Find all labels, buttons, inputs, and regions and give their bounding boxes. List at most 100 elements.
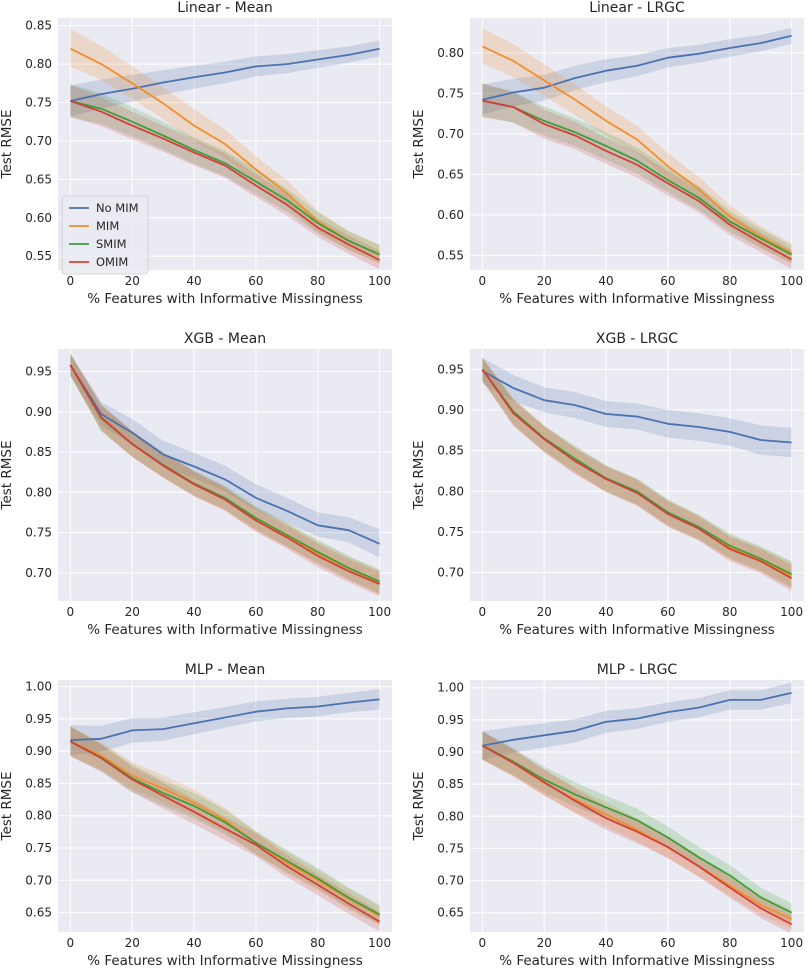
x-tick-label: 80 bbox=[722, 274, 737, 288]
x-tick-label: 40 bbox=[186, 274, 201, 288]
x-tick-label: 20 bbox=[125, 274, 140, 288]
y-tick-label: 0.80 bbox=[437, 46, 464, 60]
series-line bbox=[70, 698, 380, 741]
x-tick-label: 0 bbox=[67, 274, 75, 288]
legend-label: OMIM bbox=[96, 255, 128, 269]
series-line bbox=[70, 47, 380, 102]
chart-panel: 0 20 40 60 80 100 0.70 0.75 0.80 0.85 0.90 0.95 XGB … bbox=[411, 331, 804, 638]
y-tick-label: 0.60 bbox=[437, 208, 464, 222]
x-axis-label: % Features with Informative Missingness bbox=[87, 953, 363, 969]
y-tick-label: 0.75 bbox=[25, 841, 52, 855]
y-tick-label: 0.80 bbox=[25, 57, 52, 71]
legend-box bbox=[61, 195, 149, 275]
legend: No MIM MIM SMIM OMIM bbox=[61, 195, 149, 275]
y-tick-label: 0.65 bbox=[437, 167, 464, 181]
y-tick-label: 1.00 bbox=[25, 679, 52, 693]
x-tick-label: 40 bbox=[598, 605, 613, 619]
x-tick-label: 60 bbox=[660, 936, 675, 950]
y-tick-label: 0.70 bbox=[25, 134, 52, 148]
series-line bbox=[69, 364, 380, 585]
x-tick-label: 100 bbox=[780, 936, 803, 950]
x-axis-label: % Features with Informative Missingness bbox=[87, 291, 363, 307]
y-axis-label: Test RMSE bbox=[411, 440, 427, 510]
confidence-band bbox=[70, 353, 380, 558]
chart-panel: 0 20 40 60 80 100 0.65 0.70 0.75 0.80 0.85 0.90 0.95… bbox=[411, 662, 804, 969]
x-tick-label: 40 bbox=[186, 605, 201, 619]
confidence-band bbox=[482, 357, 792, 458]
plot-area bbox=[481, 357, 793, 592]
plot-background bbox=[58, 349, 392, 601]
y-tick-label: 0.80 bbox=[437, 484, 464, 498]
x-tick-label: 20 bbox=[537, 936, 552, 950]
chart-title: XGB - Mean bbox=[184, 331, 266, 347]
x-tick-label: 0 bbox=[479, 274, 487, 288]
confidence-band bbox=[482, 357, 792, 589]
x-tick-label: 0 bbox=[479, 605, 487, 619]
x-tick-label: 60 bbox=[660, 605, 675, 619]
chart-panel: 0 20 40 60 80 100 0.65 0.70 0.75 0.80 0.85 0.90 0.95… bbox=[0, 662, 392, 969]
y-tick-label: 0.70 bbox=[25, 566, 52, 580]
y-tick-label: 0.70 bbox=[25, 873, 52, 887]
series-line bbox=[482, 99, 793, 256]
x-tick-label: 20 bbox=[125, 605, 140, 619]
y-tick-label: 0.55 bbox=[437, 248, 464, 262]
y-tick-label: 0.70 bbox=[437, 874, 464, 888]
y-tick-label: 0.75 bbox=[437, 841, 464, 855]
y-tick-label: 0.85 bbox=[437, 444, 464, 458]
series-line bbox=[482, 692, 792, 747]
x-tick-label: 0 bbox=[479, 936, 487, 950]
x-tick-label: 60 bbox=[248, 605, 263, 619]
y-tick-label: 0.75 bbox=[25, 96, 52, 110]
x-tick-label: 40 bbox=[598, 936, 613, 950]
chart-title: MLP - LRGC bbox=[597, 662, 678, 678]
x-axis-label: % Features with Informative Missingness bbox=[499, 622, 775, 638]
series-line bbox=[70, 100, 380, 256]
y-tick-label: 0.60 bbox=[25, 211, 52, 225]
x-tick-label: 0 bbox=[67, 936, 75, 950]
x-axis-label: % Features with Informative Missingness bbox=[499, 953, 775, 969]
x-tick-label: 80 bbox=[722, 936, 737, 950]
x-tick-label: 20 bbox=[125, 936, 140, 950]
series-line bbox=[70, 740, 381, 917]
y-tick-label: 0.90 bbox=[25, 405, 52, 419]
y-axis-label: Test RMSE bbox=[411, 109, 427, 179]
x-tick-label: 100 bbox=[780, 274, 803, 288]
y-tick-label: 0.85 bbox=[25, 776, 52, 790]
x-tick-label: 20 bbox=[537, 605, 552, 619]
y-axis-label: Test RMSE bbox=[411, 771, 427, 841]
series-line bbox=[481, 744, 793, 914]
legend-label: SMIM bbox=[96, 237, 127, 251]
chart-title: XGB - LRGC bbox=[596, 331, 678, 347]
chart-title: MLP - Mean bbox=[185, 662, 265, 678]
y-tick-label: 0.95 bbox=[437, 713, 464, 727]
series-line bbox=[69, 740, 381, 916]
chart-panel: 0 20 40 60 80 100 0.55 0.60 0.65 0.70 0.75 0.80 0.85… bbox=[0, 0, 392, 307]
y-axis-label: Test RMSE bbox=[0, 109, 15, 179]
y-tick-label: 0.80 bbox=[25, 809, 52, 823]
confidence-band bbox=[70, 353, 380, 595]
plot-background bbox=[470, 680, 804, 932]
x-tick-label: 100 bbox=[368, 605, 391, 619]
x-tick-label: 60 bbox=[248, 274, 263, 288]
y-tick-label: 0.65 bbox=[25, 906, 52, 920]
x-tick-label: 80 bbox=[310, 605, 325, 619]
y-tick-label: 0.95 bbox=[25, 712, 52, 726]
confidence-band bbox=[70, 353, 380, 594]
y-tick-label: 0.75 bbox=[437, 525, 464, 539]
confidence-band bbox=[482, 357, 792, 592]
y-tick-label: 0.90 bbox=[437, 745, 464, 759]
x-tick-label: 100 bbox=[368, 936, 391, 950]
y-tick-label: 0.70 bbox=[437, 566, 464, 580]
chart-panel: 0 20 40 60 80 100 0.70 0.75 0.80 0.85 0.90 0.95 XGB … bbox=[0, 331, 392, 638]
y-tick-label: 0.90 bbox=[25, 744, 52, 758]
plot-area bbox=[481, 682, 793, 932]
x-tick-label: 0 bbox=[67, 605, 75, 619]
confidence-band bbox=[482, 83, 792, 264]
plot-area bbox=[69, 28, 381, 270]
confidence-band bbox=[70, 28, 380, 264]
series-line bbox=[70, 100, 381, 261]
x-tick-label: 100 bbox=[368, 274, 391, 288]
y-tick-label: 0.75 bbox=[25, 526, 52, 540]
y-tick-label: 0.90 bbox=[437, 403, 464, 417]
y-tick-label: 0.70 bbox=[437, 127, 464, 141]
